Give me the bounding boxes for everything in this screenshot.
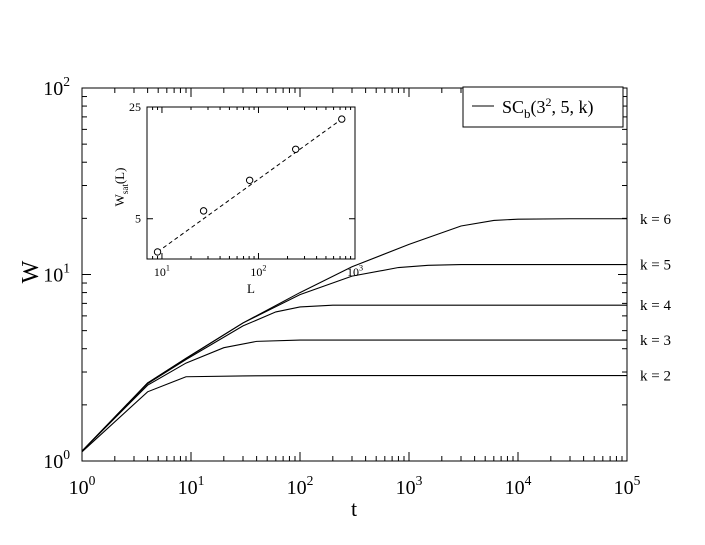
series-line-k5 [81,264,627,452]
inset-x-tick-label: 101 [154,264,170,279]
series-line-k2 [81,375,627,453]
x-tick-label: 103 [396,473,423,499]
x-tick-label: 105 [614,473,641,499]
y-tick-label: 101 [43,261,70,287]
series-line-k6 [81,218,627,452]
main-series-group [81,218,627,453]
inset-fit-dashed-line [157,118,343,253]
curve-label: k = 2 [640,369,671,385]
inset-plot: 101 102 103 5 25 L Wsat(L) [112,100,363,296]
curve-label: k = 5 [640,258,671,274]
inset-y-axis-label: Wsat(L) [112,168,130,207]
x-tick-label: 101 [178,473,205,499]
inset-axis-ticks [146,106,356,259]
x-axis-label: t [351,496,357,521]
inset-x-tick-label: 102 [250,264,266,279]
legend-box [462,86,624,128]
inset-data-point [245,176,254,184]
curve-label: k = 6 [640,212,671,228]
inset-y-tick-labels: 5 25 [129,100,141,226]
y-tick-label: 102 [43,74,70,100]
inset-data-point [338,115,346,123]
series-line-k4 [81,304,627,452]
main-y-tick-labels: 100 101 102 [43,74,70,473]
inset-y-tick-label: 25 [129,100,141,114]
y-axis-label: W [18,260,44,283]
x-tick-label: 102 [287,473,314,499]
series-line-k3 [81,339,627,452]
inset-x-axis-label: L [247,281,255,296]
inset-x-tick-label: 103 [347,264,363,279]
inset-fit-line [157,118,343,253]
y-tick-label: 100 [43,447,70,473]
x-tick-label: 100 [69,473,96,499]
main-x-tick-labels: 100 101 102 103 104 105 [69,473,641,499]
x-tick-label: 104 [505,473,532,499]
inset-y-tick-label: 5 [135,212,141,226]
inset-data-point [291,145,300,153]
curve-label: k = 3 [640,333,671,349]
curve-labels: k = 2 k = 3 k = 4 k = 5 k = 6 [640,212,671,385]
curve-label: k = 4 [640,298,671,314]
inset-data-point [199,207,208,215]
legend: SCb(32, 5, k) [462,86,624,128]
inset-x-tick-labels: 101 102 103 [154,264,363,279]
legend-entry-label: SCb(32, 5, k) [502,95,594,121]
inset-points [153,115,346,256]
inset-data-point [153,248,162,256]
